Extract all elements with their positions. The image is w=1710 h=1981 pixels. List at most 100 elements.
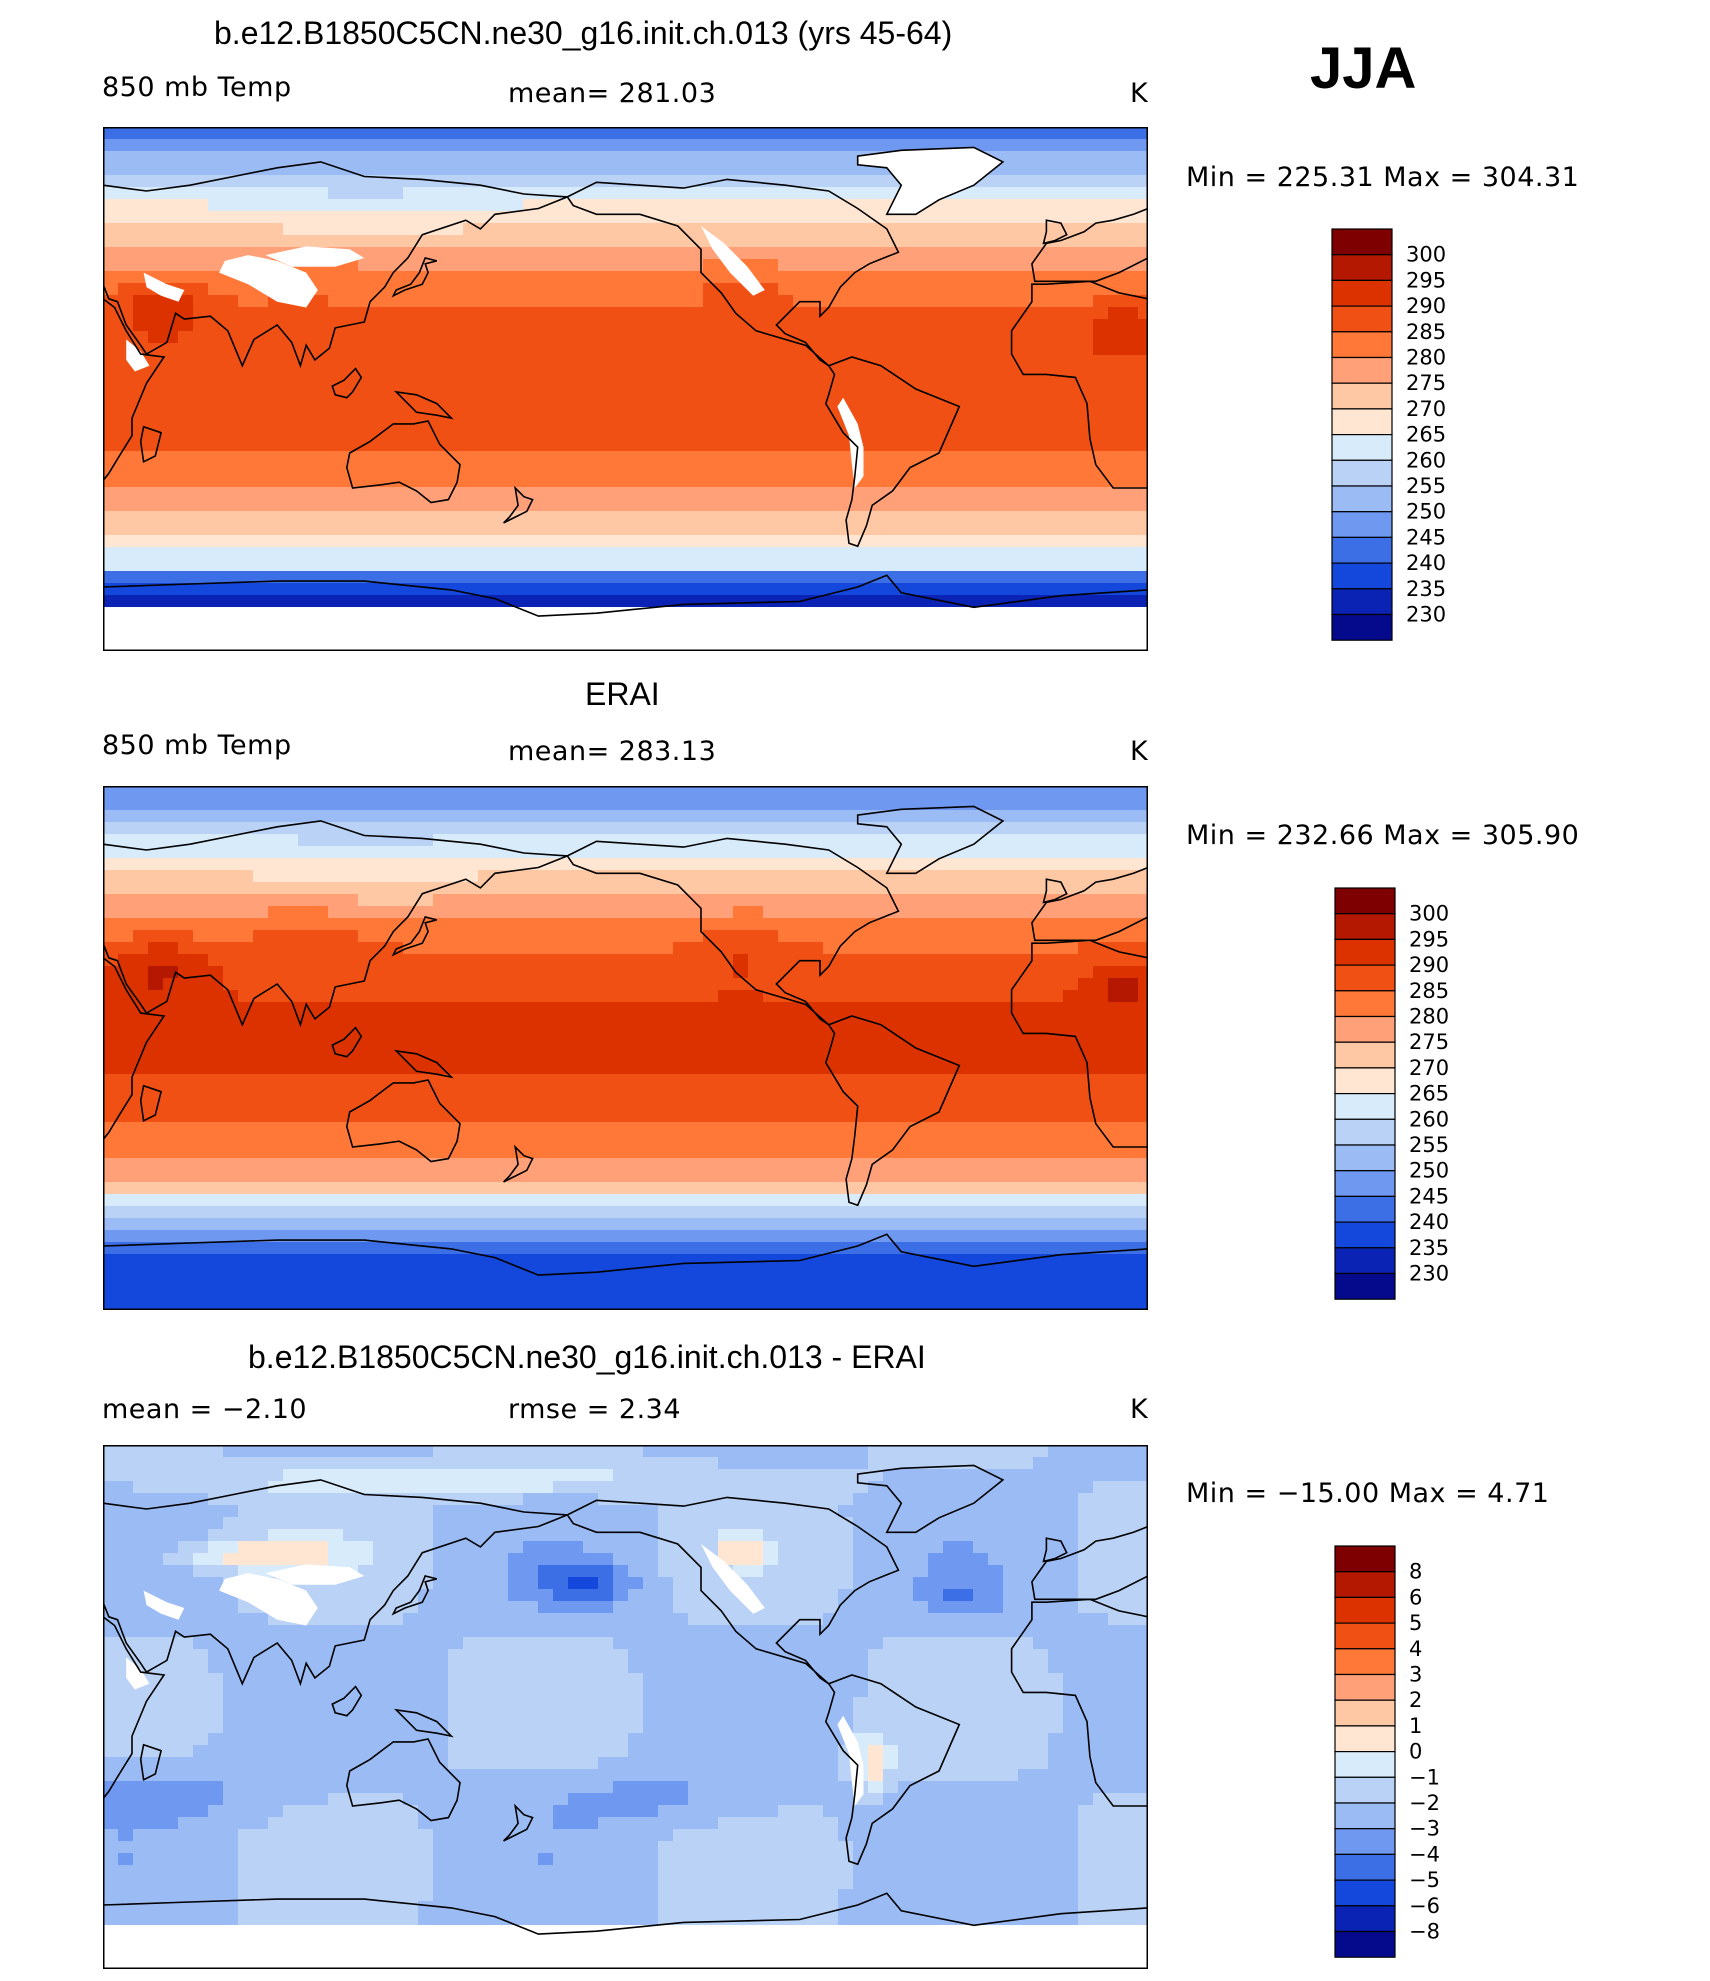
panel-3-units-label: K bbox=[1130, 1394, 1149, 1425]
panel-2-minmax-label: Min = 232.66 Max = 305.90 bbox=[1186, 820, 1580, 851]
colorbar-swatch bbox=[1334, 1247, 1396, 1275]
colorbar-swatch bbox=[1334, 1648, 1396, 1676]
colorbar-tick-label: 245 bbox=[1409, 1184, 1449, 1208]
colorbar-swatch bbox=[1331, 511, 1393, 539]
colorbar-swatch bbox=[1334, 1545, 1396, 1573]
colorbar-tick-label: 245 bbox=[1406, 525, 1446, 549]
coastlines bbox=[103, 146, 1148, 617]
colorbar-tick-label: 290 bbox=[1409, 953, 1449, 977]
colorbar-swatch bbox=[1334, 1221, 1396, 1249]
colorbar-swatch bbox=[1331, 331, 1393, 359]
colorbar-swatch bbox=[1334, 1571, 1396, 1599]
panel-2-mean-label: mean= 283.13 bbox=[508, 736, 717, 767]
colorbar-tick-label: 8 bbox=[1409, 1560, 1422, 1584]
colorbar-tick-label: 1 bbox=[1409, 1714, 1422, 1738]
panel-3-rmse-label: rmse = 2.34 bbox=[508, 1394, 682, 1425]
panel-1-variable-label: 850 mb Temp bbox=[102, 72, 292, 103]
colorbar-tick-label: 230 bbox=[1406, 603, 1446, 627]
colorbar-tick-label: 300 bbox=[1406, 243, 1446, 267]
panel-2-units-label: K bbox=[1130, 736, 1149, 767]
colorbar-tick-label: 275 bbox=[1406, 371, 1446, 395]
colorbar-tick-label: −4 bbox=[1409, 1842, 1440, 1866]
colorbar-swatch bbox=[1331, 536, 1393, 564]
colorbar-swatch bbox=[1334, 887, 1396, 915]
colorbar-swatch bbox=[1331, 305, 1393, 333]
colorbar-tick-label: 285 bbox=[1406, 320, 1446, 344]
colorbar-swatch bbox=[1334, 1751, 1396, 1778]
panel-1-mean-label: mean= 281.03 bbox=[508, 78, 717, 109]
panel-3-title: b.e12.B1850C5CN.ne30_g16.init.ch.013 - E… bbox=[248, 1339, 926, 1375]
colorbar-swatch bbox=[1334, 1879, 1396, 1907]
colorbar-swatch bbox=[1334, 1093, 1396, 1120]
colorbar-tick-label: 285 bbox=[1409, 979, 1449, 1003]
colorbar-swatch bbox=[1334, 1905, 1396, 1933]
colorbar-tick-label: 270 bbox=[1406, 397, 1446, 421]
panel-1-map bbox=[103, 127, 1148, 651]
colorbar-tick-label: 260 bbox=[1409, 1107, 1449, 1131]
colorbar-tick-label: −5 bbox=[1409, 1868, 1440, 1892]
colorbar-tick-label: 300 bbox=[1409, 902, 1449, 926]
colorbar-tick-label: 230 bbox=[1409, 1262, 1449, 1286]
colorbar-tick-label: −1 bbox=[1409, 1765, 1440, 1789]
colorbar-swatch bbox=[1334, 1272, 1396, 1300]
colorbar-tick-label: −8 bbox=[1409, 1920, 1440, 1944]
colorbar-tick-label: 240 bbox=[1406, 551, 1446, 575]
season-label: JJA bbox=[1310, 36, 1417, 101]
colorbar-tick-label: −3 bbox=[1409, 1817, 1440, 1841]
colorbar-tick-label: 260 bbox=[1406, 448, 1446, 472]
colorbar-tick-label: 5 bbox=[1409, 1611, 1422, 1635]
colorbar-swatch bbox=[1334, 1195, 1396, 1223]
colorbar-tick-label: 280 bbox=[1409, 1005, 1449, 1029]
colorbar-tick-label: −2 bbox=[1409, 1791, 1440, 1815]
panel-3-mean-label: mean = −2.10 bbox=[102, 1394, 308, 1425]
colorbar-swatch bbox=[1334, 938, 1396, 966]
panel-3-minmax-label: Min = −15.00 Max = 4.71 bbox=[1186, 1478, 1550, 1509]
coastlines bbox=[103, 805, 1148, 1276]
colorbar-tick-label: 235 bbox=[1409, 1236, 1449, 1260]
colorbar-tick-label: 265 bbox=[1406, 423, 1446, 447]
colorbar-swatch bbox=[1334, 1144, 1396, 1172]
field-layer bbox=[103, 127, 1148, 651]
colorbar-swatch bbox=[1334, 990, 1396, 1018]
colorbar-swatch bbox=[1334, 964, 1396, 992]
colorbar-swatch bbox=[1331, 382, 1393, 410]
colorbar-swatch bbox=[1331, 254, 1393, 282]
coastlines bbox=[103, 1464, 1148, 1935]
panel-2-map bbox=[103, 786, 1148, 1310]
colorbar-swatch bbox=[1331, 588, 1393, 616]
colorbar-swatch bbox=[1331, 228, 1393, 256]
panel-1-minmax-label: Min = 225.31 Max = 304.31 bbox=[1186, 162, 1580, 193]
colorbar-swatch bbox=[1334, 1776, 1396, 1804]
colorbar-swatch bbox=[1334, 913, 1396, 941]
colorbar-swatch bbox=[1334, 1622, 1396, 1650]
panel-1-units-label: K bbox=[1130, 78, 1149, 109]
colorbar-tick-label: 3 bbox=[1409, 1663, 1422, 1687]
colorbar-swatch bbox=[1331, 562, 1393, 590]
colorbar-tick-label: 2 bbox=[1409, 1688, 1422, 1712]
colorbar-swatch bbox=[1334, 1802, 1396, 1830]
colorbar-tick-label: 235 bbox=[1406, 577, 1446, 601]
colorbar-tick-label: 4 bbox=[1409, 1637, 1422, 1661]
colorbar-tick-label: 295 bbox=[1409, 927, 1449, 951]
colorbar-swatch bbox=[1334, 1041, 1396, 1069]
panel-2-variable-label: 850 mb Temp bbox=[102, 730, 292, 761]
field-layer bbox=[103, 786, 1148, 1310]
colorbar-tick-label: 295 bbox=[1406, 268, 1446, 292]
colorbar-tick-label: 250 bbox=[1406, 500, 1446, 524]
colorbar-swatch bbox=[1334, 1673, 1396, 1701]
colorbar-swatch bbox=[1331, 485, 1393, 513]
colorbar-swatch bbox=[1334, 1828, 1396, 1856]
colorbar-swatch bbox=[1334, 1853, 1396, 1881]
panel-1-colorbar: 3002952902852802752702652602552502452402… bbox=[1331, 228, 1446, 641]
colorbar-swatch bbox=[1331, 408, 1393, 436]
colorbar-tick-label: 275 bbox=[1409, 1030, 1449, 1054]
terrain-mask bbox=[126, 1544, 864, 1806]
colorbar-tick-label: 6 bbox=[1409, 1585, 1422, 1609]
colorbar-swatch bbox=[1334, 1015, 1396, 1043]
colorbar-tick-label: 255 bbox=[1406, 474, 1446, 498]
colorbar-swatch bbox=[1334, 1699, 1396, 1727]
colorbar-swatch bbox=[1334, 1930, 1396, 1958]
colorbar-swatch bbox=[1331, 613, 1393, 641]
